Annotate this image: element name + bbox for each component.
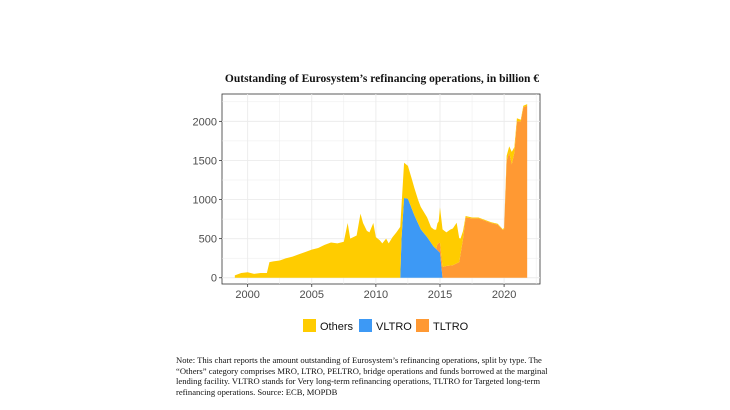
- x-axis: 2000 2005 2010 2015 2020: [235, 284, 516, 301]
- y-tick-label: 1000: [193, 195, 217, 207]
- legend: Others VLTRO TLTRO: [303, 319, 469, 333]
- legend-swatch-others: [303, 319, 316, 332]
- legend-swatch-vltro: [359, 319, 372, 332]
- y-tick-label: 2000: [193, 116, 217, 128]
- area-tltro: [234, 105, 528, 278]
- y-axis: 0 500 1000 1500 2000: [193, 116, 222, 285]
- chart-title: Outstanding of Eurosystem’s refinancing …: [225, 73, 539, 85]
- x-tick-label: 2005: [300, 289, 324, 301]
- legend-swatch-tltro: [416, 319, 429, 332]
- legend-label-vltro: VLTRO: [376, 321, 412, 333]
- x-tick-label: 2000: [235, 289, 259, 301]
- chart-note: Note: This chart reports the amount outs…: [176, 355, 548, 397]
- legend-label-others: Others: [320, 321, 354, 333]
- legend-label-tltro: TLTRO: [433, 321, 469, 333]
- y-tick-label: 1500: [193, 155, 217, 167]
- x-tick-label: 2020: [492, 289, 516, 301]
- y-tick-label: 500: [199, 234, 217, 246]
- area-others: [234, 104, 528, 278]
- x-tick-label: 2010: [364, 289, 388, 301]
- x-tick-label: 2015: [428, 289, 452, 301]
- y-tick-label: 0: [211, 273, 217, 285]
- area-series: [234, 104, 528, 278]
